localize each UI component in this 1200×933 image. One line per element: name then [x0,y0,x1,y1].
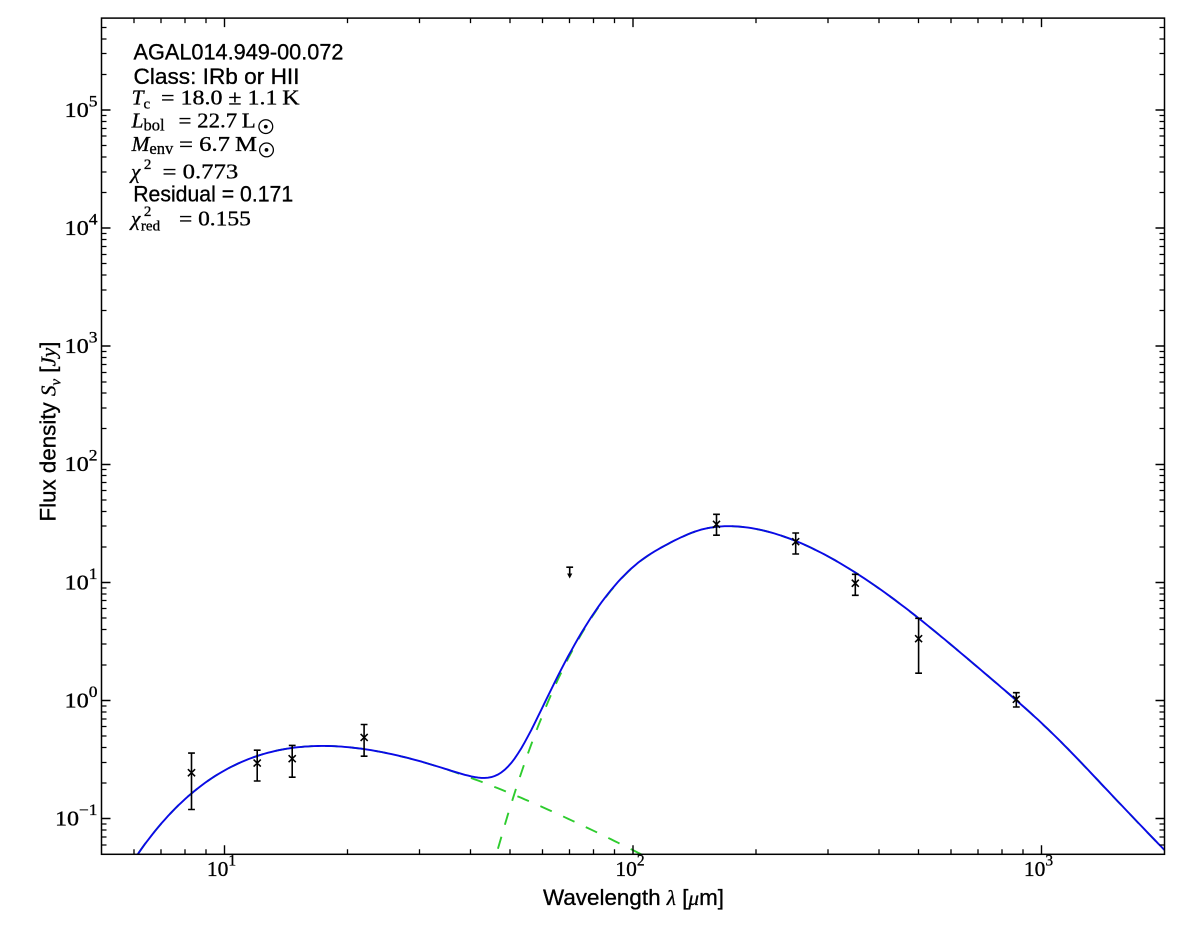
svg-text:χ2: χ2 [129,157,151,184]
svg-text:= 22.7 L: = 22.7 L [179,109,256,133]
svg-text:AGAL014.949-00.072: AGAL014.949-00.072 [134,40,344,65]
svg-text:102: 102 [65,448,98,477]
svg-text:103: 103 [1024,853,1054,882]
svg-text:Flux density Sν [Jy]: Flux density Sν [Jy] [36,342,65,522]
svg-text:= 0.773: = 0.773 [163,159,239,183]
svg-text:Class: IRb or HII: Class: IRb or HII [134,64,300,89]
svg-text:= 0.155: = 0.155 [179,207,251,231]
svg-text:Residual = 0.171: Residual = 0.171 [133,182,293,207]
svg-text:103: 103 [65,330,98,359]
svg-text:Lbol: Lbol [131,109,165,135]
svg-text:Tc: Tc [132,85,151,112]
svg-text:Menv: Menv [131,132,174,158]
svg-text:Wavelength λ [μm]: Wavelength λ [μm] [543,885,724,910]
svg-text:= 18.0 ± 1.1 K: = 18.0 ± 1.1 K [161,85,300,109]
svg-text:= 6.7 M: = 6.7 M [179,132,257,156]
